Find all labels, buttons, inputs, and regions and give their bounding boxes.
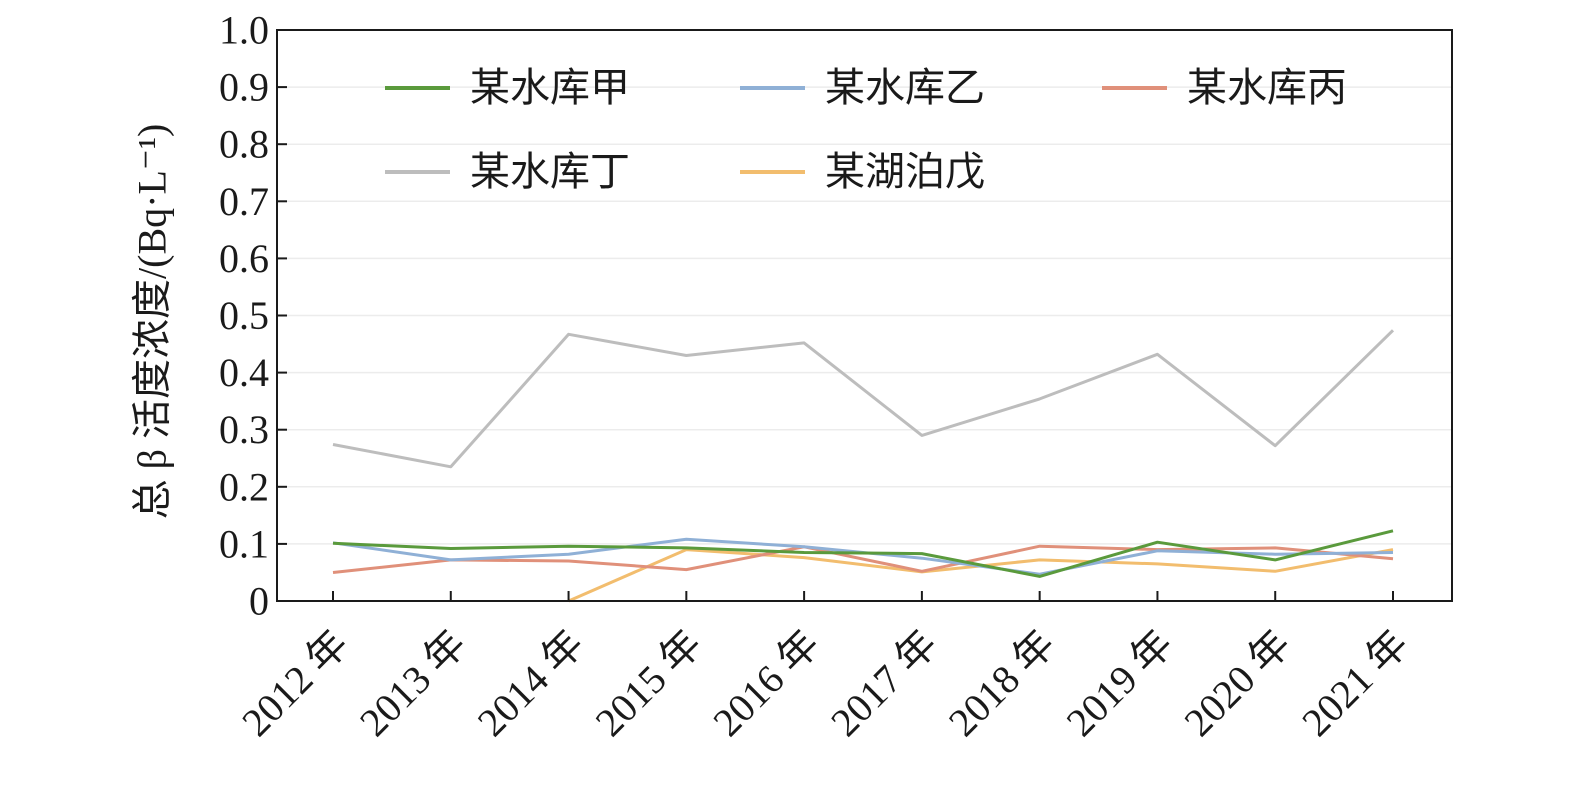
y-tick-label: 0.2 bbox=[219, 464, 269, 509]
legend-label-3: 某水库丁 bbox=[470, 149, 630, 195]
y-tick-label: 1.0 bbox=[219, 8, 269, 53]
grid-lines bbox=[277, 86, 1452, 545]
y-tick-label: 0.5 bbox=[219, 293, 269, 338]
x-tick-label: 2020 年 bbox=[1175, 621, 1299, 745]
legend-label-4: 某湖泊戊 bbox=[825, 149, 985, 195]
x-tick-label: 2021 年 bbox=[1293, 621, 1417, 745]
legend-label-1: 某水库乙 bbox=[825, 65, 985, 111]
x-tick-label: 2015 年 bbox=[586, 621, 710, 745]
y-tick-label: 0.9 bbox=[219, 65, 269, 110]
y-tick-label: 0.8 bbox=[219, 122, 269, 167]
y-tick-label: 0.6 bbox=[219, 236, 269, 281]
x-tick-label: 2013 年 bbox=[351, 621, 475, 745]
y-tick-label: 0.4 bbox=[219, 350, 269, 395]
x-tick-label: 2019 年 bbox=[1058, 621, 1182, 745]
y-tick-label: 0.3 bbox=[219, 407, 269, 452]
x-tick-label: 2016 年 bbox=[704, 621, 828, 745]
series-line-3 bbox=[332, 329, 1395, 469]
x-tick-label: 2014 年 bbox=[469, 621, 593, 745]
y-axis-label: 总 β 活度浓度/(Bq·L⁻¹) bbox=[130, 124, 175, 520]
legend-label-0: 某水库甲 bbox=[470, 65, 630, 111]
legend-label-2: 某水库丙 bbox=[1187, 65, 1347, 111]
y-axis: 0 0.1 0.2 0.3 0.4 0.5 0.6 0.7 0.8 0.9 1.0 bbox=[219, 8, 287, 624]
x-tick-label: 2012 年 bbox=[233, 621, 357, 745]
series-line-2 bbox=[332, 544, 1394, 574]
y-tick-label: 0 bbox=[249, 579, 269, 624]
series-lines bbox=[332, 329, 1395, 603]
x-tick-label: 2017 年 bbox=[822, 621, 946, 745]
series-line-0 bbox=[332, 529, 1394, 578]
y-tick-label: 0.1 bbox=[219, 521, 269, 566]
x-tick-label: 2018 年 bbox=[940, 621, 1064, 745]
y-tick-label: 0.7 bbox=[219, 179, 269, 224]
